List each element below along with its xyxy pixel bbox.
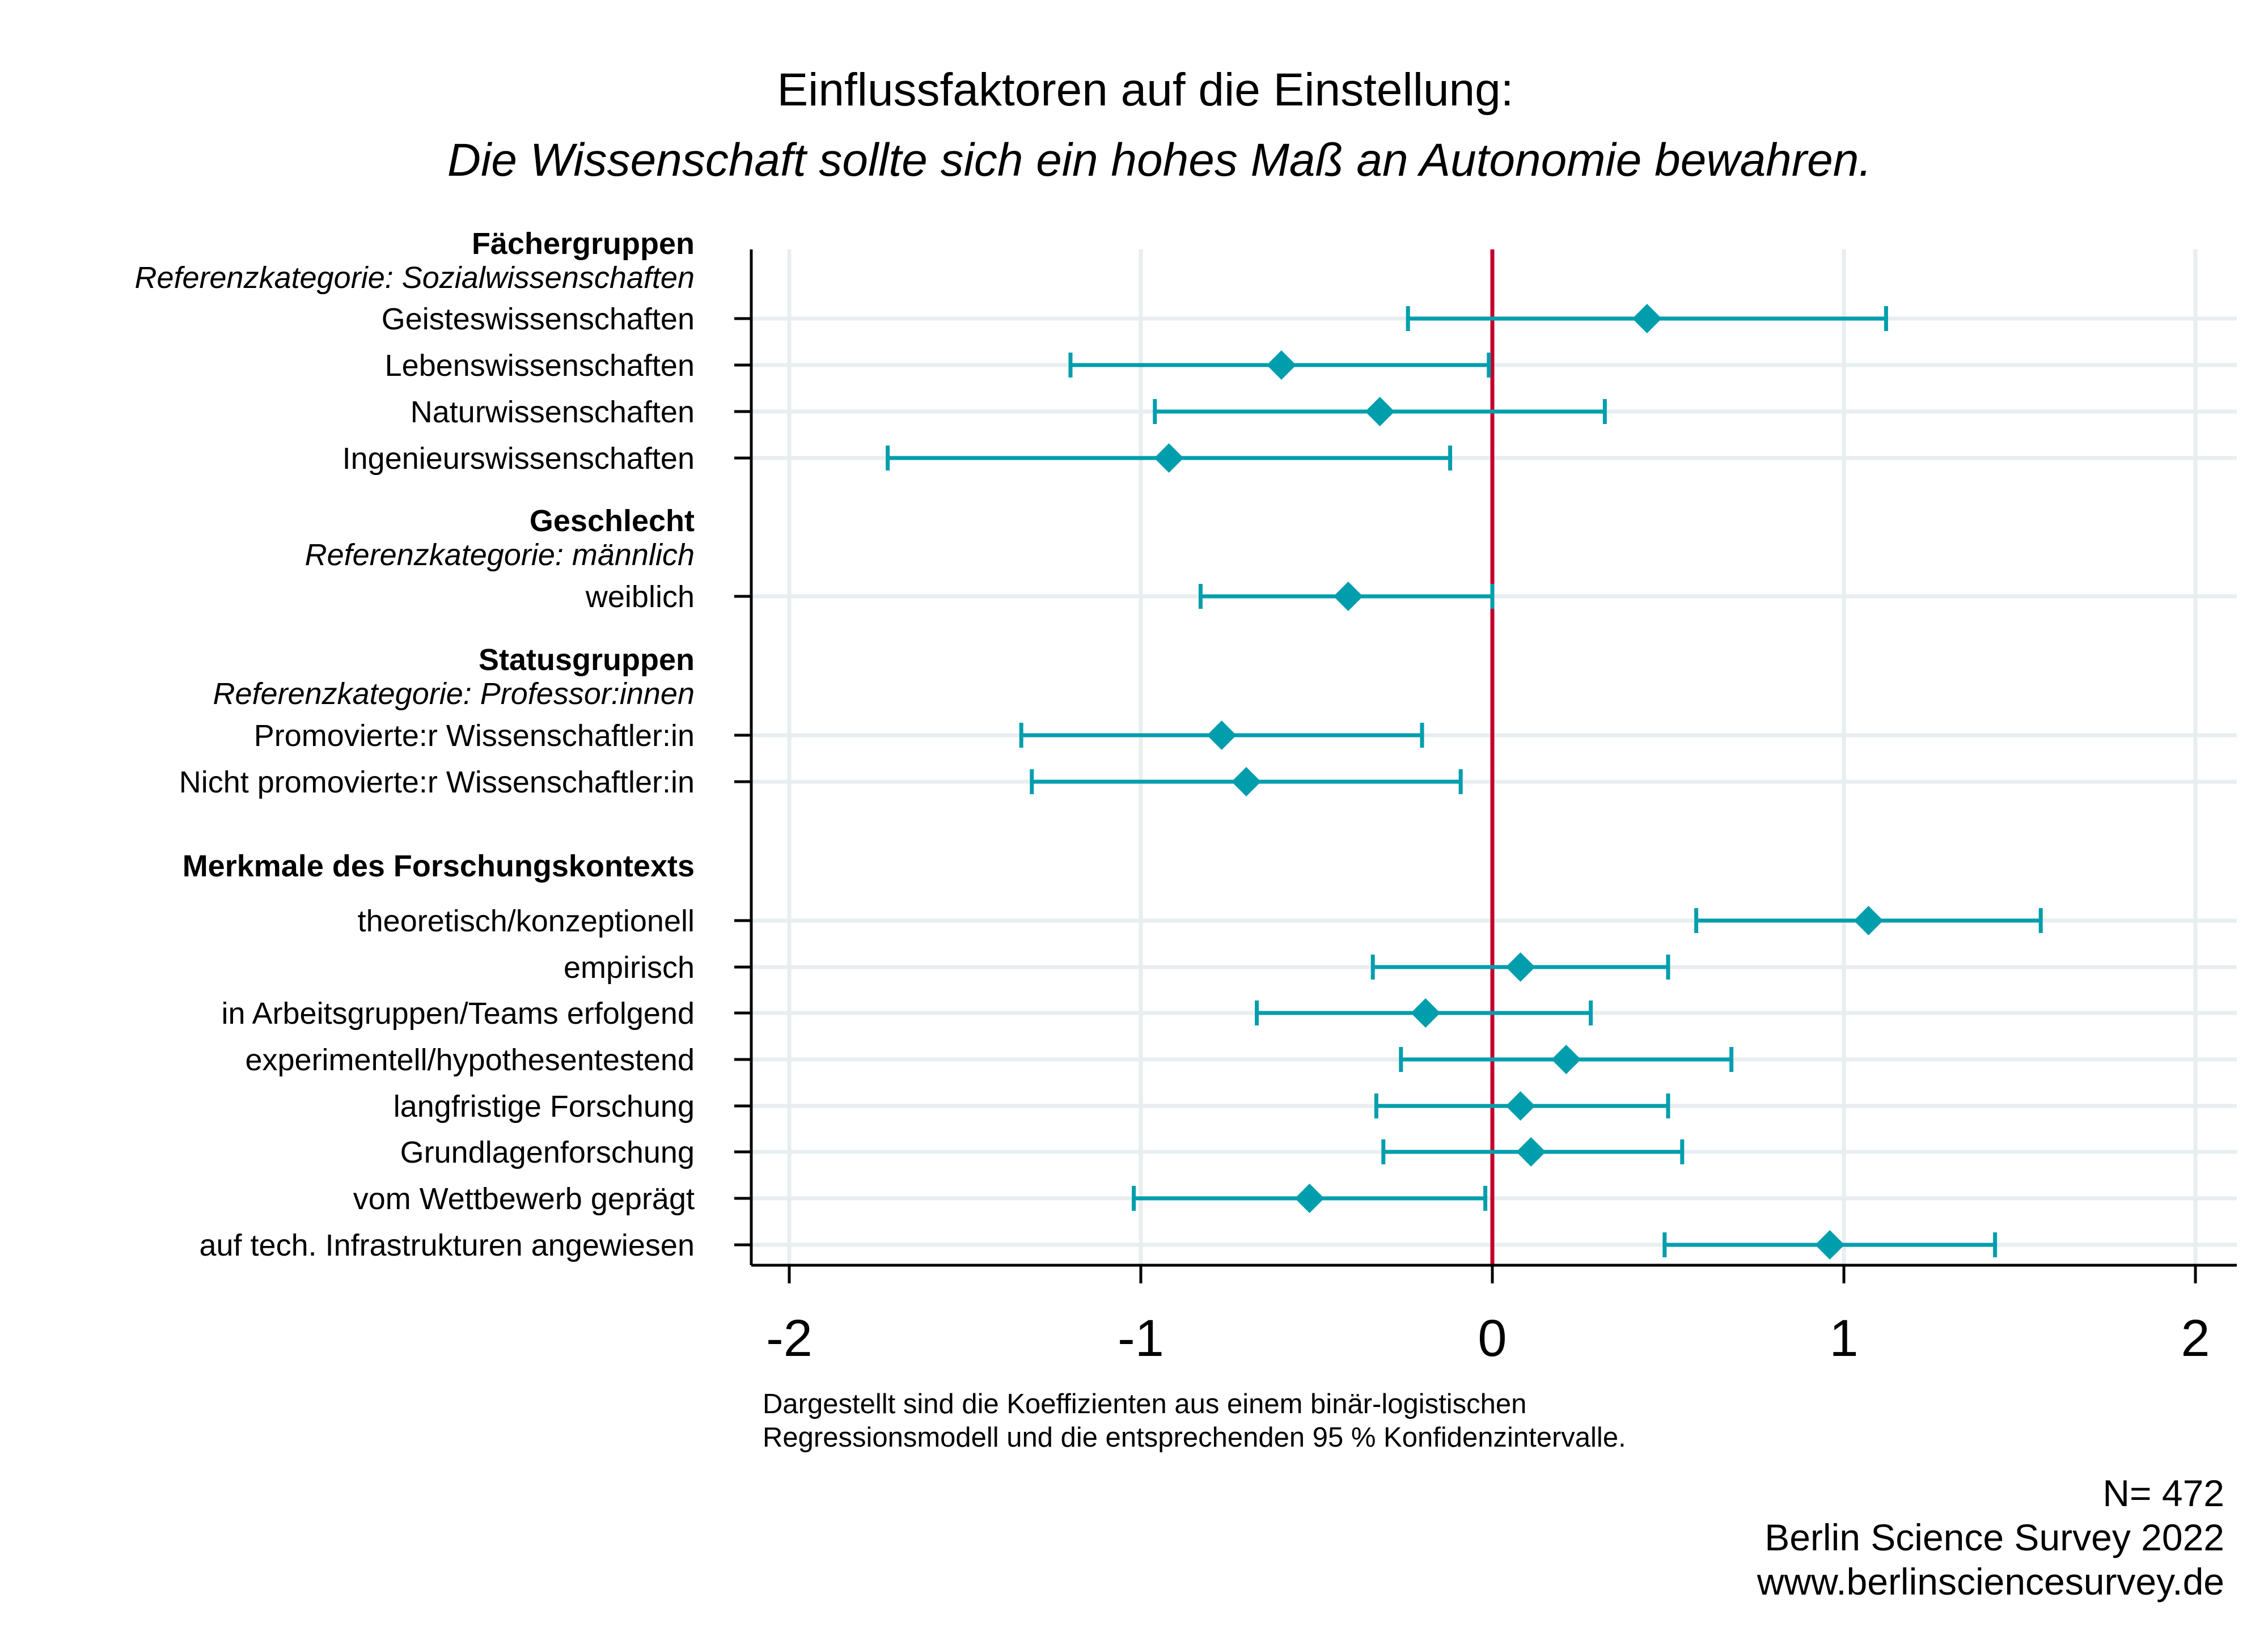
row-label: Grundlagenforschung <box>400 1135 695 1169</box>
marks-layer <box>886 304 2043 1260</box>
row-label: theoretisch/konzeptionell <box>358 904 695 938</box>
survey-url: www.berlinsciencesurvey.de <box>1757 1561 2224 1603</box>
x-tick-label: 2 <box>2181 1309 2210 1367</box>
x-tick-label: 0 <box>1478 1309 1507 1367</box>
row-label: in Arbeitsgruppen/Teams erfolgend <box>221 997 695 1031</box>
footnote-line-1: Dargestellt sind die Koeffizienten aus e… <box>763 1389 1526 1419</box>
row-label: experimentell/hypothesentestend <box>245 1043 695 1077</box>
group-heading: Geschlecht <box>530 504 695 538</box>
row-label: Promovierte:r Wissenschaftler:in <box>254 719 695 753</box>
coef-marker <box>1411 998 1441 1028</box>
row-label: Lebenswissenschaften <box>385 349 695 383</box>
coef-marker <box>1365 397 1395 426</box>
row-label: empirisch <box>564 951 695 985</box>
group-heading: Fächergruppen <box>472 227 695 261</box>
coef-marker <box>1154 443 1184 473</box>
row-label: weiblich <box>585 580 695 614</box>
tick-labels: -2 -1 0 1 2 <box>766 1309 2210 1367</box>
coef-marker <box>1267 350 1296 380</box>
row-label: Naturwissenschaften <box>411 395 695 429</box>
coef-marker <box>1854 906 1884 935</box>
coef-marker <box>1505 952 1535 982</box>
coef-marker <box>1232 767 1261 796</box>
group-reference: Referenzkategorie: Professor:innen <box>213 677 695 711</box>
coef-marker <box>1333 582 1363 611</box>
sample-size: N= 472 <box>2102 1472 2224 1514</box>
row-label: Ingenieurswissenschaften <box>342 442 695 476</box>
footnote-line-2: Regressionsmodell und die entsprechenden… <box>763 1422 1626 1453</box>
coef-marker <box>1294 1184 1325 1213</box>
group-reference: Referenzkategorie: Sozialwissenschaften <box>134 261 695 295</box>
group-heading: Statusgruppen <box>479 643 695 677</box>
group-heading: Merkmale des Forschungskontexts <box>183 849 695 883</box>
row-label: langfristige Forschung <box>393 1090 695 1124</box>
coef-marker <box>1551 1045 1581 1074</box>
row-label: Nicht promovierte:r Wissenschaftler:in <box>179 765 695 799</box>
coef-marker <box>1207 720 1237 750</box>
survey-name: Berlin Science Survey 2022 <box>1765 1516 2224 1558</box>
coef-marker <box>1632 304 1662 333</box>
x-tick-label: 1 <box>1829 1309 1858 1367</box>
chart-subtitle: Die Wissenschaft sollte sich ein hohes M… <box>447 134 1872 186</box>
group-reference: Referenzkategorie: männlich <box>305 538 695 572</box>
row-label: vom Wettbewerb geprägt <box>353 1182 695 1216</box>
row-label: auf tech. Infrastrukturen angewiesen <box>199 1228 695 1262</box>
axis-layer <box>734 249 2237 1283</box>
x-tick-label: -2 <box>766 1309 813 1367</box>
coef-marker <box>1815 1230 1845 1260</box>
coef-marker <box>1505 1091 1535 1121</box>
chart-title: Einflussfaktoren auf die Einstellung: <box>777 64 1513 116</box>
row-label: Geisteswissenschaften <box>382 302 695 336</box>
coef-marker <box>1516 1137 1546 1167</box>
x-tick-label: -1 <box>1118 1309 1164 1367</box>
